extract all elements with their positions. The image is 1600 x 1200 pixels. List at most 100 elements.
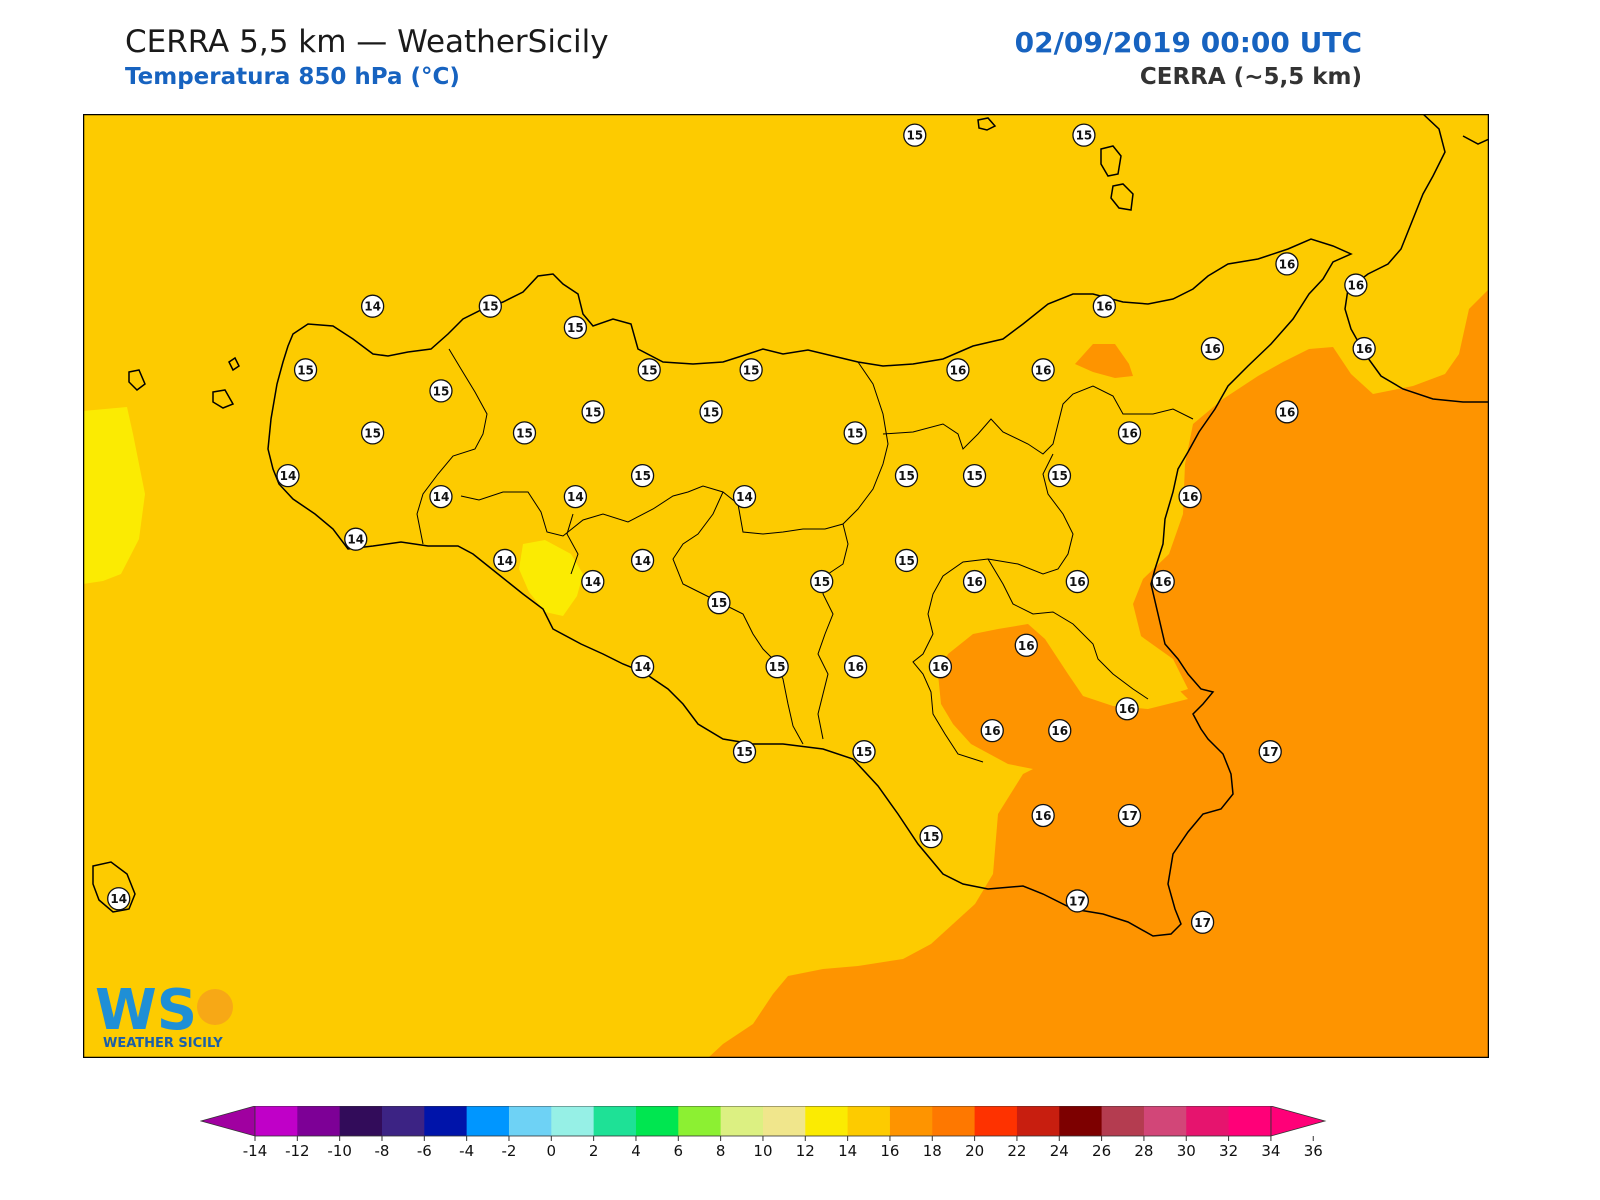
- temperature-marker: 15: [852, 740, 876, 764]
- temperature-marker: 16: [843, 655, 868, 679]
- island-pantelleria: [92, 861, 136, 913]
- marker-value: 16: [1121, 426, 1138, 440]
- colorbar-ticks: -14 -12 -10 -8 -6 -4 -2 0 2 4 6 8 10 12 14 16 18 20 22 24 26…: [243, 1136, 1323, 1160]
- temperature-marker: 16: [1048, 718, 1072, 743]
- colorbar-tick-label: 6: [674, 1142, 684, 1160]
- marker-circle: [1200, 336, 1225, 361]
- colorbar-cell: [805, 1106, 849, 1136]
- temperature-marker: 17: [1065, 889, 1089, 913]
- colorbar-cell: [762, 1106, 806, 1136]
- marker-circle: [699, 400, 723, 424]
- marker-circle: [107, 887, 131, 911]
- temperature-marker: 15: [630, 463, 655, 488]
- island-egadi-2: [212, 389, 235, 409]
- marker-value: 16: [1204, 342, 1221, 356]
- marker-circle: [739, 358, 763, 382]
- marker-value: 15: [898, 469, 915, 483]
- marker-value: 16: [984, 724, 1001, 738]
- island-egadi-1: [128, 369, 146, 391]
- temperature-marker: 15: [765, 655, 789, 679]
- marker-value: 17: [1262, 745, 1279, 759]
- marker-value: 14: [634, 660, 651, 674]
- marker-value: 16: [1155, 575, 1172, 589]
- model-name: CERRA (~5,5 km): [1139, 64, 1362, 90]
- marker-value: 16: [1348, 279, 1365, 293]
- temperature-marker: 16: [1117, 421, 1142, 445]
- marker-value: 14: [347, 533, 364, 547]
- temperature-marker: 17: [1258, 740, 1282, 764]
- temperature-marker: 16: [1014, 633, 1038, 657]
- marker-value: 15: [856, 745, 873, 759]
- temperature-map: 15 15 16 16 14 15 15 16 16 16 15 15 15 16 16 15 15 15 16 15…: [83, 114, 1489, 1058]
- marker-value: 16: [1096, 300, 1113, 314]
- temperature-marker: 14: [276, 463, 300, 488]
- marker-value: 15: [297, 363, 314, 377]
- marker-value: 16: [1279, 257, 1296, 271]
- temperature-marker: 15: [707, 591, 731, 615]
- colorbar-tick-label: 34: [1261, 1142, 1280, 1160]
- marker-circle: [360, 294, 385, 318]
- coastline-sicily: [267, 238, 1353, 937]
- band-12-14-west: [83, 407, 145, 584]
- marker-value: 14: [110, 892, 127, 906]
- colorbar-cell: [847, 1106, 891, 1136]
- marker-value: 16: [1069, 575, 1086, 589]
- marker-value: 15: [711, 596, 728, 610]
- colorbar-under-arrow: [200, 1106, 256, 1137]
- temperature-marker: 16: [962, 569, 987, 594]
- marker-value: 16: [1035, 363, 1052, 377]
- temperature-marker: 15: [360, 421, 385, 445]
- marker-value: 15: [641, 363, 658, 377]
- marker-value: 15: [813, 575, 830, 589]
- marker-circle: [843, 655, 868, 679]
- marker-value: 16: [950, 363, 967, 377]
- temperature-marker: 15: [732, 740, 757, 764]
- colorbar-tick-label: -10: [327, 1142, 352, 1160]
- temperature-marker: 14: [429, 484, 453, 509]
- marker-circle: [1275, 400, 1299, 424]
- marker-value: 16: [1035, 809, 1052, 823]
- colorbar-tick-label: 4: [631, 1142, 641, 1160]
- marker-circle: [360, 421, 385, 445]
- temperature-marker: 16: [1092, 294, 1116, 318]
- colorbar-tick-label: -8: [375, 1142, 390, 1160]
- colorbar-tick-label: 28: [1134, 1142, 1153, 1160]
- marker-circle: [1178, 484, 1202, 509]
- temperature-marker: 16: [1178, 484, 1202, 509]
- island-egadi-3: [228, 356, 240, 372]
- colorbar-tick-label: 10: [753, 1142, 772, 1160]
- marker-circle: [630, 655, 655, 679]
- temperature-marker: 16: [1275, 252, 1299, 276]
- marker-circle: [1047, 463, 1072, 488]
- marker-circle: [1117, 421, 1142, 445]
- colorbar-tick-label: 26: [1092, 1142, 1111, 1160]
- temperature-marker: 15: [637, 358, 661, 382]
- temperature-marker: 15: [903, 123, 927, 147]
- marker-value: 14: [736, 490, 753, 504]
- marker-value: 14: [280, 469, 297, 483]
- map-frame: [83, 114, 1489, 1058]
- colorbar: -14 -12 -10 -8 -6 -4 -2 0 2 4 6 8 10 12 14 16 18 20 22 24 26…: [200, 1106, 1327, 1160]
- marker-value: 16: [1051, 724, 1068, 738]
- marker-value: 15: [634, 469, 651, 483]
- colorbar-tick-label: 36: [1304, 1142, 1323, 1160]
- temperature-marker: 16: [1200, 336, 1225, 361]
- marker-value: 16: [1119, 702, 1136, 716]
- colorbar-tick-label: 24: [1050, 1142, 1069, 1160]
- marker-circle: [1352, 336, 1376, 361]
- temperature-marker: 15: [1072, 123, 1096, 147]
- marker-circle: [962, 569, 987, 594]
- temperature-marker: 15: [1047, 463, 1072, 488]
- temperature-marker: 15: [293, 358, 318, 382]
- temperature-marker: 14: [360, 294, 385, 318]
- colorbar-tick-label: -4: [459, 1142, 474, 1160]
- marker-circle: [1275, 252, 1299, 276]
- colorbar-tick-label: 30: [1177, 1142, 1196, 1160]
- marker-circle: [894, 463, 919, 488]
- marker-value: 14: [433, 490, 450, 504]
- colorbar-cell: [678, 1106, 722, 1136]
- weather-sicily-logo: WS WEATHER SICILY: [95, 985, 233, 1049]
- temperature-marker: 14: [563, 484, 588, 509]
- coastline-calabria-top: [1462, 135, 1489, 145]
- marker-circle: [293, 358, 318, 382]
